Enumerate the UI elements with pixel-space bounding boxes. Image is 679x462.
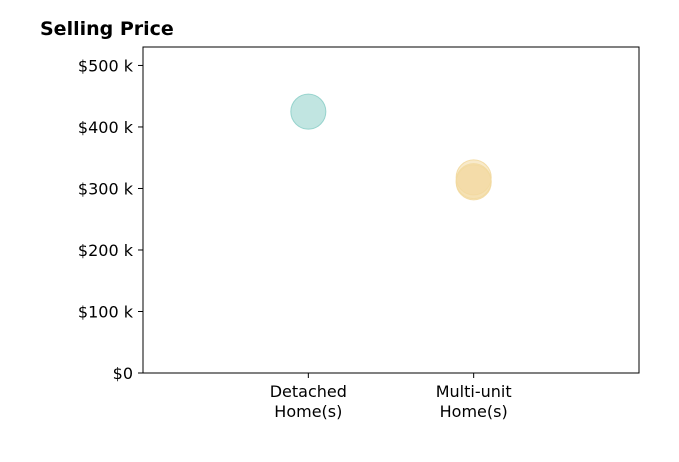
y-tick-label: $100 k <box>78 302 134 321</box>
y-tick-label: $400 k <box>78 118 134 137</box>
y-tick-label: $300 k <box>78 179 134 198</box>
y-tick-label: $0 <box>113 364 133 383</box>
x-tick-label: Multi-unit Home(s) <box>436 382 512 421</box>
x-tick-label: Detached Home(s) <box>270 382 347 421</box>
y-tick-label: $500 k <box>78 56 134 75</box>
chart-title: Selling Price <box>40 18 174 40</box>
plot-frame <box>142 46 640 374</box>
data-point <box>290 93 327 130</box>
data-point <box>455 163 492 200</box>
y-tick-label: $200 k <box>78 241 134 260</box>
